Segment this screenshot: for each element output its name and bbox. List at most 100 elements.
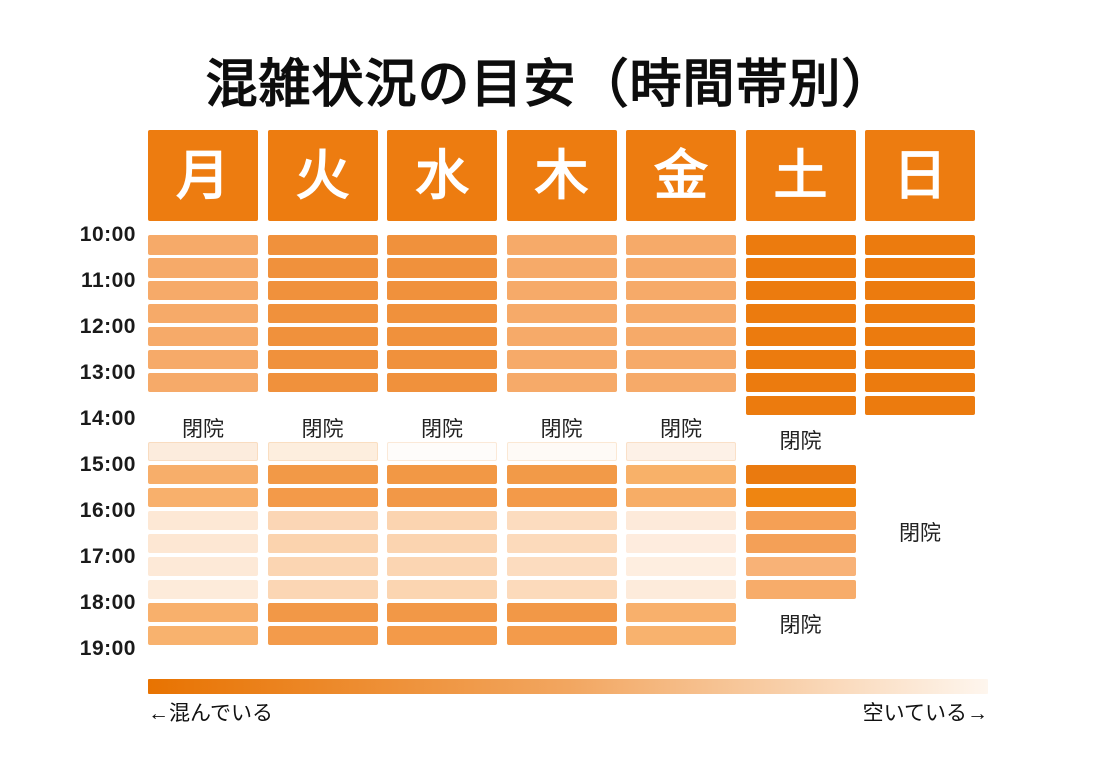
closed-label: 閉院 [899,521,941,545]
timeslot-bar [148,372,258,393]
day-header: 木 [506,130,617,221]
timeslot-bar [148,533,258,554]
timeslot-bar [745,258,856,278]
timeslot-bar [387,372,497,393]
time-label: 10:00 [79,223,136,246]
timeslot-bar [387,533,497,554]
timeslot-bar [148,303,258,324]
day-header-label: 金 [654,145,708,206]
timeslot-bar [626,579,736,599]
timeslot-bar [506,533,617,554]
day-header: 金 [626,130,736,221]
time-label: 15:00 [79,452,136,476]
time-label: 17:00 [79,544,136,568]
time-label: 13:00 [79,360,136,384]
legend-crowded-label: ←混んでいる [148,702,273,725]
timeslot-bar [267,441,378,462]
timeslot-bar [148,280,258,301]
timeslot-bar [626,441,736,462]
timeslot-bar [865,372,975,393]
timeslot-bar [148,235,258,255]
timeslot-bar [267,349,378,370]
day-header-label: 日 [893,145,947,206]
timeslot-bar [267,602,378,622]
timeslot-bar [865,349,975,370]
timeslot-bar [865,235,975,255]
timeslot-bar [387,235,497,255]
day-header: 月 [148,130,258,221]
timeslot-bar [506,372,617,393]
timeslot-bar [626,280,736,301]
timeslot-bar [387,464,497,485]
day-header-label: 木 [534,145,589,206]
closed-label: 閉院 [779,429,822,453]
timeslot-bar [865,395,975,416]
timeslot-bar [267,464,378,485]
day-header-label: 月 [176,145,230,206]
timeslot-bar [267,579,378,599]
closed-label: 閉院 [421,418,463,442]
timeslot-bar [148,579,258,599]
timeslot-bar [267,372,378,393]
timeslot-bar [148,349,258,370]
timeslot-bar [626,510,736,531]
timeslot-bar [626,349,736,370]
timeslot-bar [506,441,617,462]
timeslot-bar [387,441,497,462]
timeslot-bar [387,510,497,531]
timeslot-bar [506,280,617,301]
timeslot-bar [626,372,736,393]
timeslot-bar [506,602,617,622]
timeslot-bar [506,303,617,324]
day-header: 土 [745,130,856,221]
day-header-label: 火 [295,145,350,206]
timeslot-bar [148,487,258,508]
timeslot-bar [506,349,617,370]
timeslot-bar [267,625,378,645]
timeslot-bar [865,326,975,347]
closed-label: 閉院 [540,418,583,442]
timeslot-bar [148,326,258,347]
timeslot-bar [626,258,736,278]
time-label: 16:00 [79,498,136,522]
timeslot-bar [626,303,736,324]
timeslot-bar [506,487,617,508]
timeslot-bar [148,464,258,485]
timeslot-bar [267,510,378,531]
closed-label: 閉院 [182,418,224,442]
timeslot-bar [387,625,497,645]
timeslot-bar [506,258,617,278]
timeslot-bar [865,258,975,278]
timeslot-bar [506,625,617,645]
timeslot-bar [745,349,856,370]
timeslot-bar [626,625,736,645]
timeslot-bar [267,326,378,347]
timeslot-bar [387,280,497,301]
timeslot-bar [745,556,856,577]
timeslot-bar [506,579,617,599]
closed-label: 閉院 [301,418,344,442]
timeslot-bar [626,602,736,622]
timeslot-bar [506,326,617,347]
timeslot-bar [626,533,736,554]
legend-gradient [148,679,988,694]
timeslot-bar [745,326,856,347]
timeslot-bar [745,372,856,393]
timeslot-bar [626,556,736,577]
timeslot-bar [387,602,497,622]
timeslot-bar [387,487,497,508]
timeslot-bar [387,556,497,577]
timeslot-bar [626,487,736,508]
day-header: 水 [387,130,497,221]
timeslot-bar [745,303,856,324]
timeslot-bar [745,235,856,255]
timeslot-bar [267,258,378,278]
timeslot-bar [148,556,258,577]
page-title: 混雑状況の目安（時間帯別） [205,56,895,114]
timeslot-bar [148,510,258,531]
timeslot-bar [387,326,497,347]
timeslot-bar [745,533,856,554]
timeslot-bar [506,510,617,531]
time-label: 12:00 [79,314,136,338]
